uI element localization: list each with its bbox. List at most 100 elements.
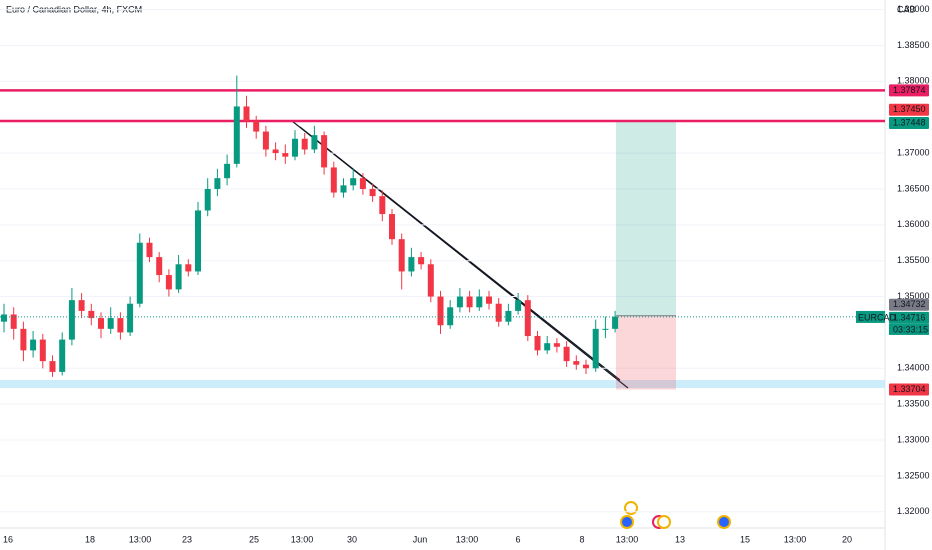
candle-body (486, 296, 492, 304)
y-tick-label: 1.35000 (897, 291, 930, 301)
profit-zone (616, 120, 676, 316)
candle-body (233, 106, 240, 164)
stop-label-bg (889, 383, 929, 396)
candle-body (534, 336, 541, 351)
x-tick-label: 13:00 (129, 534, 152, 544)
candle-body (30, 339, 37, 351)
y-tick-label: 1.39000 (897, 4, 930, 14)
x-tick-label: 6 (515, 534, 520, 544)
candle-body (524, 300, 531, 337)
candle-body (563, 346, 570, 362)
x-tick-label: 18 (85, 534, 95, 544)
level-label: 1.37448 (893, 117, 926, 127)
candle-body (214, 178, 221, 189)
candle-body (175, 264, 182, 290)
candle-body (292, 138, 298, 157)
candle-body (195, 210, 201, 272)
countdown: 03:33:15 (893, 324, 928, 334)
x-tick-label: 15 (740, 534, 750, 544)
candle-body (282, 153, 289, 157)
candle-body (243, 106, 250, 121)
y-tick-label: 1.35500 (897, 255, 930, 265)
candle-body (544, 343, 551, 351)
y-tick-label: 1.38000 (897, 76, 930, 86)
candle-body (1, 314, 7, 322)
candle-body (204, 188, 211, 211)
candle-body (553, 343, 560, 347)
level-label: 1.37874 (893, 85, 926, 95)
candle-body (573, 361, 580, 365)
candle-body (447, 307, 454, 326)
level-label-bg (889, 116, 929, 129)
candle-body (476, 296, 483, 308)
candle-body (398, 239, 405, 272)
candle-body (78, 300, 85, 311)
candle-body (418, 257, 425, 265)
candle-body (602, 328, 609, 330)
y-tick-label: 1.38500 (897, 40, 930, 50)
y-tick-label: 1.36000 (897, 219, 930, 229)
candle-body (301, 138, 308, 150)
candle-body (505, 310, 512, 322)
x-tick-label: 8 (579, 534, 584, 544)
candle-body (165, 275, 172, 290)
candle-body (117, 318, 124, 333)
x-tick-label: 25 (249, 534, 259, 544)
candle-body (359, 178, 366, 189)
candle-body (272, 149, 279, 154)
candle-body (515, 300, 522, 311)
y-tick-label: 1.33500 (897, 399, 930, 409)
candle-body (253, 120, 260, 132)
candle-body (389, 214, 395, 240)
candle-body (583, 364, 589, 369)
event-icons (620, 501, 731, 529)
entry-label: 1.34732 (893, 299, 926, 309)
x-tick-label: 23 (182, 534, 192, 544)
candle-body (427, 264, 434, 297)
candle-body (437, 296, 444, 326)
candle-body (146, 242, 153, 258)
y-tick-label: 1.33000 (897, 434, 930, 444)
candle-body (10, 314, 17, 329)
y-tick-label: 1.37000 (897, 147, 930, 157)
candle-body (466, 296, 473, 308)
last-price-label-bg (889, 311, 929, 324)
currency: CAD (897, 4, 917, 14)
candle-body (321, 135, 328, 168)
stop-label: 1.33704 (893, 384, 926, 394)
level-label-bg (889, 84, 929, 97)
candle-body (379, 196, 386, 215)
candle-body (127, 303, 134, 333)
symbol-bg (856, 310, 885, 323)
candle-body (456, 296, 463, 308)
candle-body (262, 131, 269, 150)
target-label: 1.37450 (893, 104, 926, 114)
x-tick-label: Jun (413, 534, 428, 544)
candle-body (224, 163, 231, 179)
candle-body (39, 339, 46, 362)
x-tick-label: 30 (347, 534, 357, 544)
x-tick-label: 13:00 (291, 534, 314, 544)
y-tick-label: 1.36500 (897, 183, 930, 193)
candle-body (185, 264, 192, 272)
candle-body (311, 135, 318, 150)
x-tick-label: 20 (842, 534, 852, 544)
candle-body (20, 328, 27, 351)
candle-body (340, 185, 347, 193)
last-price-label: 1.34716 (893, 312, 926, 322)
symbol-label: EURCAD (858, 312, 897, 322)
candle-body (98, 318, 104, 329)
x-tick-label: 13:00 (784, 534, 807, 544)
target-label-bg (889, 103, 929, 116)
candle-body (350, 178, 357, 186)
x-tick-label: 16 (3, 534, 13, 544)
support-zone (0, 380, 885, 388)
candle-body (68, 300, 75, 340)
y-tick-label: 1.34000 (897, 363, 930, 373)
candle-body (156, 257, 163, 276)
y-tick-label: 1.32500 (897, 470, 930, 480)
candle-body (408, 257, 415, 272)
countdown-bg (889, 323, 929, 335)
